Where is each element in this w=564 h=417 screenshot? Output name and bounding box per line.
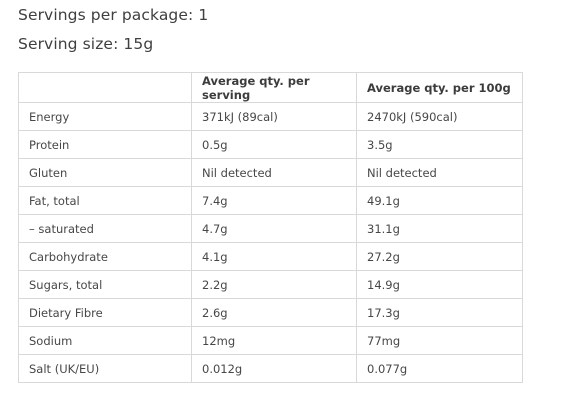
per-serving-value: 0.5g xyxy=(191,130,357,159)
nutrient-name: Fat, total xyxy=(18,186,192,215)
per-serving-value: 7.4g xyxy=(191,186,357,215)
nutrient-name: Gluten xyxy=(18,158,192,187)
per-serving-value: 2.6g xyxy=(191,298,357,327)
per-100g-value: 14.9g xyxy=(356,270,523,299)
per-100g-value: 49.1g xyxy=(356,186,523,215)
table-row: Dietary Fibre 2.6g 17.3g xyxy=(18,298,523,327)
nutrient-name: Sodium xyxy=(18,326,192,355)
serving-size: Serving size: 15g xyxy=(18,35,154,53)
servings-per-package: Servings per package: 1 xyxy=(18,6,209,24)
table-row: Sodium 12mg 77mg xyxy=(18,326,523,355)
per-serving-value: 2.2g xyxy=(191,270,357,299)
table-header-row: Average qty. per serving Average qty. pe… xyxy=(18,72,523,103)
nutrient-name: Protein xyxy=(18,130,192,159)
table-row: Protein 0.5g 3.5g xyxy=(18,130,523,159)
header-cell-nutrient xyxy=(18,72,192,103)
nutrient-name: Energy xyxy=(18,102,192,131)
header-cell-per-serving: Average qty. per serving xyxy=(191,72,357,103)
per-100g-value: 31.1g xyxy=(356,214,523,243)
per-serving-value: 0.012g xyxy=(191,354,357,383)
per-serving-value: Nil detected xyxy=(191,158,357,187)
nutrient-name: Carbohydrate xyxy=(18,242,192,271)
table-row: Energy 371kJ (89cal) 2470kJ (590cal) xyxy=(18,102,523,131)
table-row: Fat, total 7.4g 49.1g xyxy=(18,186,523,215)
per-serving-value: 12mg xyxy=(191,326,357,355)
per-100g-value: 0.077g xyxy=(356,354,523,383)
nutrient-name: Sugars, total xyxy=(18,270,192,299)
per-100g-value: 77mg xyxy=(356,326,523,355)
per-serving-value: 4.7g xyxy=(191,214,357,243)
table-row: Sugars, total 2.2g 14.9g xyxy=(18,270,523,299)
table-row: Carbohydrate 4.1g 27.2g xyxy=(18,242,523,271)
table-row: Gluten Nil detected Nil detected xyxy=(18,158,523,187)
header-cell-per-100g: Average qty. per 100g xyxy=(356,72,523,103)
nutrient-name: Dietary Fibre xyxy=(18,298,192,327)
nutrient-name: Salt (UK/EU) xyxy=(18,354,192,383)
table-row: Salt (UK/EU) 0.012g 0.077g xyxy=(18,354,523,383)
per-100g-value: 3.5g xyxy=(356,130,523,159)
nutrient-name: – saturated xyxy=(18,214,192,243)
per-100g-value: 27.2g xyxy=(356,242,523,271)
per-serving-value: 371kJ (89cal) xyxy=(191,102,357,131)
nutrition-table: Average qty. per serving Average qty. pe… xyxy=(18,72,523,383)
table-row: – saturated 4.7g 31.1g xyxy=(18,214,523,243)
per-100g-value: Nil detected xyxy=(356,158,523,187)
per-100g-value: 17.3g xyxy=(356,298,523,327)
per-serving-value: 4.1g xyxy=(191,242,357,271)
per-100g-value: 2470kJ (590cal) xyxy=(356,102,523,131)
